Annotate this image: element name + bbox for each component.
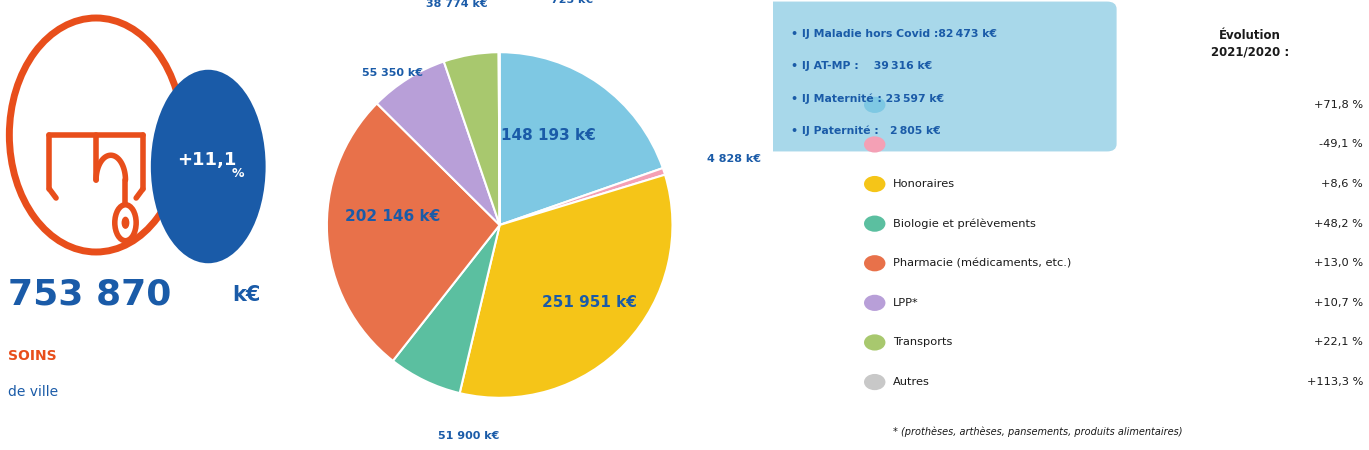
Text: • IJ Maladie hors Covid :82 473 k€: • IJ Maladie hors Covid :82 473 k€ (791, 29, 998, 39)
Wedge shape (376, 62, 500, 225)
Circle shape (864, 136, 886, 153)
Text: * (prothèses, arthèses, pansements, produits alimentaires): * (prothèses, arthèses, pansements, prod… (893, 427, 1181, 437)
Text: Prestations en espèces Covid: Prestations en espèces Covid (893, 139, 1060, 150)
Text: Honoraires: Honoraires (893, 179, 954, 189)
Text: 725 k€: 725 k€ (552, 0, 593, 5)
Circle shape (115, 205, 136, 241)
Text: Évolution
2021/2020 :: Évolution 2021/2020 : (1210, 29, 1290, 58)
Text: +71,8 %: +71,8 % (1314, 100, 1364, 110)
Wedge shape (393, 225, 500, 393)
Text: Transports: Transports (893, 338, 951, 347)
FancyBboxPatch shape (764, 2, 1116, 151)
Text: 753 870: 753 870 (8, 278, 171, 312)
Text: Pharmacie (médicaments, etc.): Pharmacie (médicaments, etc.) (893, 258, 1071, 268)
Wedge shape (327, 104, 500, 361)
Circle shape (864, 176, 886, 192)
Wedge shape (500, 52, 663, 225)
Text: 148 193 k€: 148 193 k€ (501, 128, 596, 143)
Text: • IJ Paternité :   2 805 k€: • IJ Paternité : 2 805 k€ (791, 126, 941, 136)
Text: LPP*: LPP* (893, 298, 919, 308)
Text: 38 774 k€: 38 774 k€ (426, 0, 487, 9)
Circle shape (864, 255, 886, 271)
Text: 51 900 k€: 51 900 k€ (438, 431, 500, 441)
Text: Autres: Autres (893, 377, 930, 387)
Text: +11,1: +11,1 (177, 151, 237, 169)
Text: +13,0 %: +13,0 % (1314, 258, 1364, 268)
Text: +113,3 %: +113,3 % (1306, 377, 1364, 387)
Text: 202 146 k€: 202 146 k€ (345, 209, 441, 224)
Ellipse shape (10, 18, 183, 252)
Circle shape (151, 70, 266, 263)
Wedge shape (500, 168, 665, 225)
Text: Prestations en espèces hors Covid: Prestations en espèces hors Covid (893, 99, 1088, 110)
Text: +48,2 %: +48,2 % (1314, 219, 1364, 229)
Text: • IJ AT-MP :    39 316 k€: • IJ AT-MP : 39 316 k€ (791, 61, 932, 71)
Text: Biologie et prélèvements: Biologie et prélèvements (893, 218, 1035, 229)
Circle shape (864, 295, 886, 311)
Circle shape (864, 334, 886, 351)
Wedge shape (460, 175, 672, 398)
Text: • IJ Maternité : 23 597 k€: • IJ Maternité : 23 597 k€ (791, 93, 945, 104)
Circle shape (864, 216, 886, 232)
Text: SOINS: SOINS (8, 348, 56, 363)
Text: 55 350 k€: 55 350 k€ (361, 68, 423, 78)
Text: k€: k€ (233, 285, 260, 305)
Text: +10,7 %: +10,7 % (1314, 298, 1364, 308)
Circle shape (864, 97, 886, 113)
Text: 4 828 k€: 4 828 k€ (706, 154, 761, 164)
Text: +8,6 %: +8,6 % (1321, 179, 1364, 189)
Wedge shape (444, 52, 500, 225)
Circle shape (864, 374, 886, 390)
Text: +22,1 %: +22,1 % (1314, 338, 1364, 347)
Text: de ville: de ville (8, 384, 57, 399)
Text: 251 951 k€: 251 951 k€ (542, 295, 637, 310)
Circle shape (122, 217, 129, 228)
Text: %: % (231, 167, 244, 180)
Text: -49,1 %: -49,1 % (1320, 140, 1364, 149)
